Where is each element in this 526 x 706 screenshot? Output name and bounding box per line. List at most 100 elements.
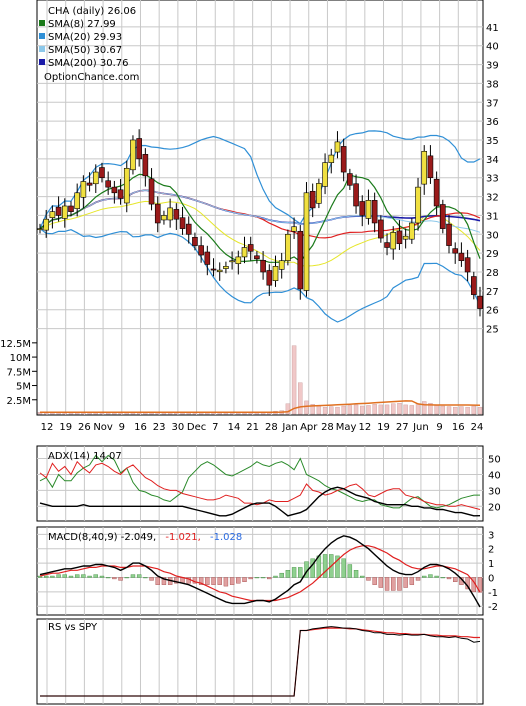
rs-frame <box>36 618 484 705</box>
price-y-tick: 41 <box>486 23 499 34</box>
x-tick: 23 <box>153 422 166 433</box>
candle-body <box>421 151 428 185</box>
volume-bar <box>422 401 427 415</box>
x-axis: 12 19 26 Nov 9 16 23 30 Dec 7 14 21 28 Jan Apr 28 May 12 1… <box>41 422 484 433</box>
candle-body <box>402 235 409 240</box>
macd-histogram-bar <box>81 574 86 578</box>
candle-body <box>136 138 142 160</box>
macd-histogram <box>37 554 483 593</box>
volume-bar <box>384 404 390 415</box>
price-y-tick: 39 <box>486 61 499 72</box>
x-tick: Jun <box>412 422 429 433</box>
candle-body <box>154 203 161 224</box>
volume-bar <box>285 403 291 415</box>
x-tick: 9 <box>436 422 442 433</box>
volume-bar <box>415 403 421 415</box>
candle-body <box>452 248 459 254</box>
price-y-tick: 31 <box>486 211 499 222</box>
macd-histogram-bar <box>37 575 43 578</box>
candle-body <box>167 207 173 221</box>
volume-y-tick: 12.5M <box>0 339 31 350</box>
macd-y-axis: -2 -1 0 1 2 3 <box>488 530 498 613</box>
candle-body <box>223 266 229 269</box>
price-y-tick: 33 <box>486 174 499 185</box>
candle-body <box>328 154 335 163</box>
volume-bar <box>409 405 415 415</box>
price-y-tick: 38 <box>486 79 499 90</box>
macd-histogram-bar <box>229 577 235 585</box>
volume-bar <box>366 405 371 415</box>
rs-panel: RS vs SPY <box>36 618 484 705</box>
candle-body <box>142 154 149 177</box>
macd-histogram-bar <box>273 575 278 578</box>
x-tick: 26 <box>78 422 91 433</box>
macd-histogram-bar <box>391 577 396 591</box>
adx-plus-di-line <box>39 460 481 510</box>
macd-histogram-bar <box>211 577 216 585</box>
candle-body <box>247 244 254 252</box>
macd-histogram-bar <box>267 577 272 580</box>
volume-bar <box>459 406 464 415</box>
adx-y-tick: 30 <box>488 486 501 497</box>
legend-swatch-sma20 <box>39 33 45 39</box>
candle-body <box>123 167 130 204</box>
candle-body <box>365 200 372 219</box>
x-tick: May <box>336 422 357 433</box>
candle-body <box>235 256 242 265</box>
macd-value-1: -1.021, <box>165 532 200 543</box>
macd-histogram-bar <box>242 577 247 582</box>
rs-lines <box>40 626 481 697</box>
macd-histogram-bar <box>397 577 402 591</box>
candle-body <box>179 217 186 229</box>
candle-body <box>80 181 87 198</box>
legend-sma200: SMA(200) 30.76 <box>48 58 129 69</box>
candle-body <box>99 167 105 179</box>
macd-histogram-bar <box>236 577 241 584</box>
macd-histogram-bar <box>422 575 427 578</box>
price-y-tick: 37 <box>486 98 499 109</box>
macd-frame <box>36 526 484 616</box>
candle-body <box>198 245 204 256</box>
legend-swatch-sma200 <box>39 59 45 65</box>
x-tick: 24 <box>471 422 484 433</box>
volume-bar <box>316 405 322 415</box>
macd-histogram-bar <box>105 577 111 579</box>
price-y-tick: 40 <box>486 42 499 53</box>
macd-histogram-bar <box>378 577 384 588</box>
macd-y-tick: 2 <box>488 545 494 556</box>
macd-histogram-bar <box>316 555 322 578</box>
macd-histogram-bar <box>223 577 229 587</box>
macd-histogram-bar <box>130 574 136 578</box>
macd-histogram-bar <box>366 577 371 581</box>
macd-histogram-bar <box>446 577 452 580</box>
price-y-tick: 35 <box>486 136 499 147</box>
macd-panel: -2 -1 0 1 2 3 MACD(8,40,9) -2.049, -1.021, -1… <box>36 526 498 616</box>
adx-lines <box>39 454 481 517</box>
volume-bar <box>446 406 452 415</box>
volume-bar <box>403 404 408 415</box>
candle-body <box>210 268 217 271</box>
volume-bar <box>428 402 433 415</box>
macd-histogram-bar <box>335 555 340 578</box>
volume-bar <box>471 405 477 415</box>
macd-histogram-bar <box>87 575 92 578</box>
volume-bar <box>341 405 346 415</box>
sma50-line <box>39 189 481 233</box>
candle-body <box>291 226 297 232</box>
candle-body <box>334 141 341 153</box>
macd-histogram-bar <box>62 574 67 578</box>
adx-panel: 20 30 40 50 ADX(14) 14.07 <box>36 445 501 522</box>
volume-bar <box>372 404 377 415</box>
macd-histogram-bar <box>453 577 458 582</box>
x-tick: 21 <box>246 422 259 433</box>
volume-y-tick: 7.5M <box>6 367 31 378</box>
legend-sma8: SMA(8) 27.99 <box>48 19 116 30</box>
x-tick: 16 <box>452 422 465 433</box>
candle-body <box>86 182 93 186</box>
legend-swatch-sma8 <box>39 20 45 26</box>
macd-histogram-bar <box>477 577 483 593</box>
candle-body <box>458 252 465 261</box>
x-tick: 7 <box>212 422 218 433</box>
macd-histogram-bar <box>285 570 291 578</box>
volume-bar <box>347 405 353 415</box>
